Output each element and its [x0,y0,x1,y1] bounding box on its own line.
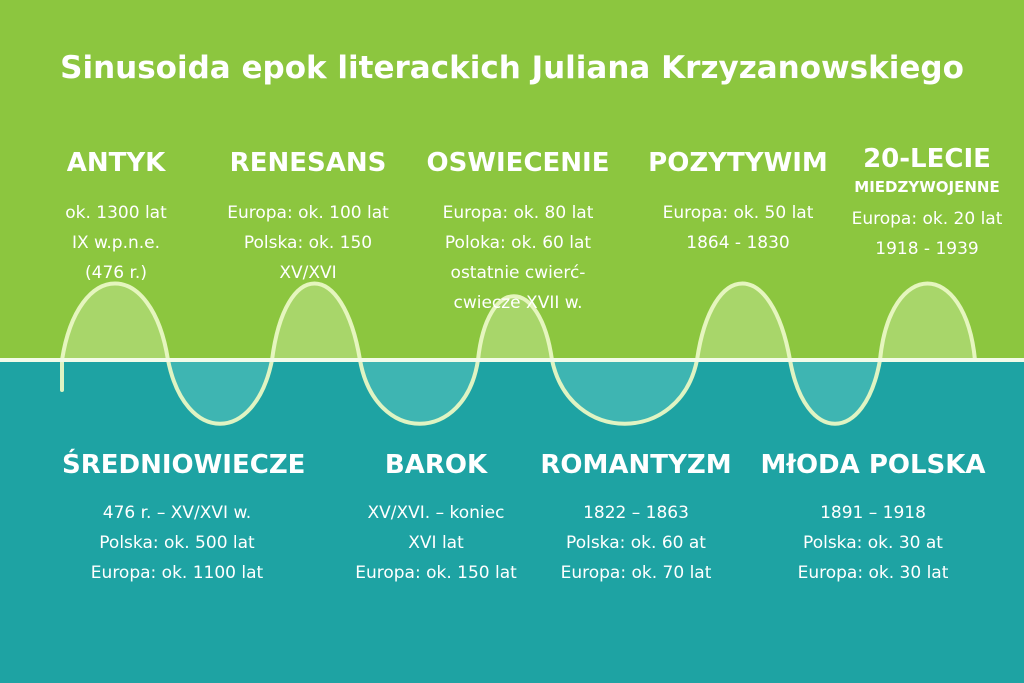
epoch-20-lecie: 20-LECIE MIEDZYWOJENNE Europa: ok. 20 la… [842,146,1012,264]
epoch-detail: Poloka: ok. 60 lat [444,233,592,253]
epoch-name: ROMANTYZM [540,450,732,480]
epoch-detail: cwiecze XVII w. [453,293,583,313]
epoch-detail: Europa: ok. 100 lat [227,203,389,223]
epoch-detail: 476 r. – XV/XVI w. [102,503,252,523]
epoch-detail: Europa: ok. 70 lat [560,563,712,583]
epoch-detail: ok. 1300 lat [65,203,167,223]
wave-trough-fills [168,360,880,424]
epoch-detail: Polska: ok. 500 lat [99,533,255,553]
epoch-name: ŚREDNIOWIECZE [62,450,306,480]
epoch-detail: Europa: ok. 20 lat [851,209,1003,229]
epoch-antyk: ANTYK ok. 1300 lat IX w.p.n.e. (476 r.) [36,150,196,288]
epoch-detail: XV/XVI. – koniec [367,503,505,523]
epoch-detail: XVI lat [408,533,464,553]
epoch-name: POZYTYWIM [648,148,828,178]
epoch-sredniowiecze: ŚREDNIOWIECZE 476 r. – XV/XVI w. Polska:… [62,450,306,588]
epoch-detail: (476 r.) [85,263,147,283]
epoch-name: BAROK [384,450,488,480]
epoch-detail: Europa: ok. 30 lat [797,563,949,583]
page-title: Sinusoida epok literackich Juliana Krzyz… [60,50,964,86]
epoch-detail: Polska: ok. 30 at [803,533,943,553]
epoch-name: OSWIECENIE [426,148,610,178]
epoch-pozytywizm: POZYTYWIM Europa: ok. 50 lat 1864 - 1830 [643,150,833,258]
epoch-detail: ostatnie cwierć- [450,263,586,283]
epoch-detail: Europa: ok. 1100 lat [90,563,264,583]
epoch-renesans: RENESANS Europa: ok. 100 lat Polska: ok.… [218,150,398,288]
epoch-detail: Polska: ok. 150 [243,233,373,253]
epoch-subtitle: MIEDZYWOJENNE [854,178,1000,196]
epoch-detail: IX w.p.n.e. [71,233,161,253]
epoch-detail: Europa: ok. 50 lat [662,203,814,223]
epoch-name: RENESANS [229,148,387,178]
epoch-oswiecenie: OSWIECENIE Europa: ok. 80 lat Poloka: ok… [418,150,618,318]
epoch-detail: Europa: ok. 150 lat [355,563,517,583]
epoch-barok: BAROK XV/XVI. – koniec XVI lat Europa: o… [336,452,536,588]
epoch-detail: Polska: ok. 60 at [566,533,706,553]
epoch-romantyzm: ROMANTYZM 1822 – 1863 Polska: ok. 60 at … [538,452,734,588]
epoch-mloda-polska: MłODA POLSKA 1891 – 1918 Polska: ok. 30 … [758,452,988,588]
epoch-name: MłODA POLSKA [760,450,986,480]
epoch-detail: 1864 - 1830 [686,233,790,253]
epoch-name: ANTYK [66,148,166,178]
epoch-name: 20-LECIE [863,144,991,174]
baseline-divider [0,358,1024,362]
epoch-detail: Europa: ok. 80 lat [442,203,594,223]
epoch-detail: 1822 – 1863 [583,503,689,523]
epoch-detail: XV/XVI [279,263,337,283]
epoch-detail: 1891 – 1918 [820,503,926,523]
lower-band [0,360,1024,683]
wave-line [60,281,977,426]
epoch-detail: 1918 - 1939 [875,239,979,259]
